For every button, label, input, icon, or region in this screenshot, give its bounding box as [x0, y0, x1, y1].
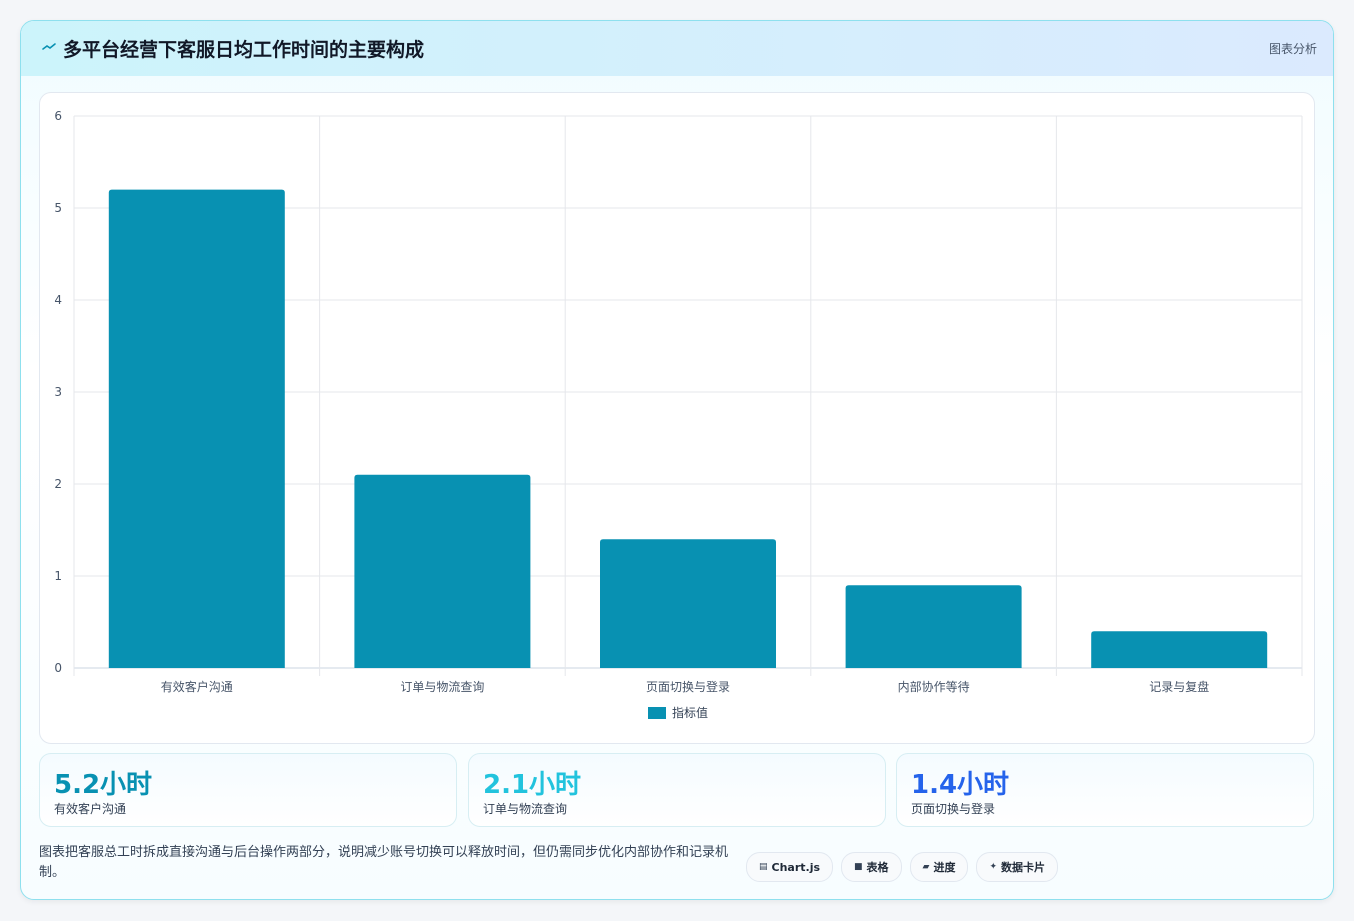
bar — [1091, 631, 1268, 668]
x-tick-label: 内部协作等待 — [898, 679, 970, 694]
chip-data-cards[interactable]: ✦ 数据卡片 — [976, 852, 1059, 882]
chip-progress[interactable]: ▰ 进度 — [909, 852, 969, 882]
chip-label: Chart.js — [771, 860, 821, 874]
progress-icon: ▰ — [922, 862, 930, 872]
y-tick-label: 6 — [54, 109, 62, 123]
y-tick-label: 4 — [54, 293, 62, 307]
chip-table[interactable]: ■ 表格 — [841, 852, 902, 882]
bar — [600, 539, 776, 668]
x-tick-label: 页面切换与登录 — [646, 679, 730, 694]
chart-icon: ▤ — [759, 862, 768, 872]
x-tick-label: 订单与物流查询 — [400, 680, 484, 694]
stat-card-3: 1.4小时 页面切换与登录 — [896, 753, 1314, 827]
stat-value: 2.1小时 — [483, 770, 582, 800]
card-header: 多平台经营下客服日均工作时间的主要构成 图表分析 — [21, 21, 1333, 76]
stat-label: 订单与物流查询 — [483, 802, 568, 816]
stat-label: 有效客户沟通 — [54, 802, 127, 816]
chart-analysis-tag: 图表分析 — [1268, 42, 1317, 56]
bar — [845, 585, 1022, 668]
chart-line-icon — [42, 43, 56, 50]
table-icon: ■ — [854, 862, 863, 872]
stat-value: 5.2小时 — [54, 770, 153, 800]
chip-chartjs[interactable]: ▤ Chart.js — [746, 852, 834, 882]
stat-card-1: 5.2小时 有效客户沟通 — [39, 753, 457, 827]
y-tick-label: 5 — [54, 201, 62, 215]
legend-label: 指标值 — [672, 705, 708, 720]
y-tick-label: 1 — [54, 569, 62, 583]
chip-label: 表格 — [866, 861, 889, 874]
y-tick-label: 0 — [54, 661, 62, 675]
x-tick-label: 记录与复盘 — [1149, 679, 1209, 694]
bar — [108, 189, 285, 668]
tech-chips: ▤ Chart.js ■ 表格 ▰ 进度 ✦ 数据卡片 — [746, 852, 1059, 882]
bar-chart: 0 1 2 3 4 5 6 有效客户沟通 订单与物流查询 页面切换与登录 内部协作等待 记录与复盘指标… — [54, 109, 1303, 720]
bar — [354, 474, 531, 668]
page-title: 多平台经营下客服日均工作时间的主要构成 — [63, 39, 425, 61]
sparkle-icon: ✦ — [989, 862, 998, 872]
chart-card: 多平台经营下客服日均工作时间的主要构成 图表分析 0 1 2 3 4 5 6 有效客户沟通 订单… — [20, 20, 1334, 900]
stat-card-2: 2.1小时 订单与物流查询 — [468, 753, 886, 827]
legend-swatch — [648, 707, 666, 719]
stat-label: 页面切换与登录 — [911, 802, 996, 816]
y-tick-label: 2 — [54, 477, 62, 491]
chart-container: 0 1 2 3 4 5 6 有效客户沟通 订单与物流查询 页面切换与登录 内部协作等待 记录与复盘指标… — [39, 92, 1315, 744]
x-tick-label: 有效客户沟通 — [161, 679, 233, 694]
stat-value: 1.4小时 — [911, 770, 1010, 800]
chip-label: 进度 — [933, 861, 956, 874]
chart-description: 图表把客服总工时拆成直接沟通与后台操作两部分，说明减少账号切换可以释放时间，但仍… — [39, 845, 729, 880]
y-tick-label: 3 — [54, 385, 62, 399]
chip-label: 数据卡片 — [1001, 861, 1046, 874]
